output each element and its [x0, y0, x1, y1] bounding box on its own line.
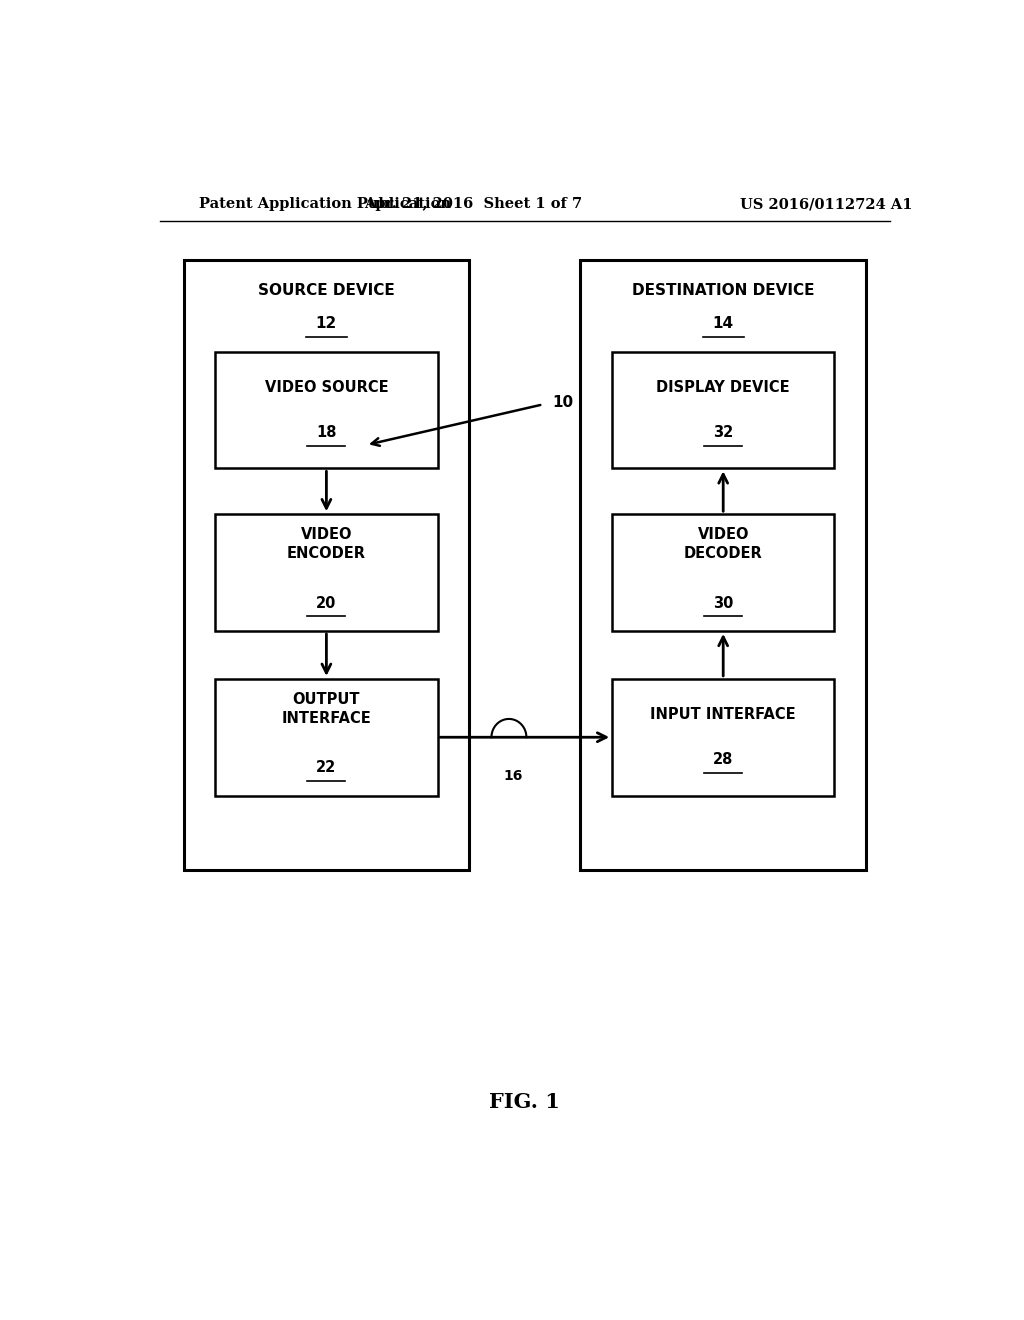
Text: 20: 20: [316, 595, 337, 611]
FancyBboxPatch shape: [215, 515, 437, 631]
Text: 18: 18: [316, 425, 337, 440]
Text: US 2016/0112724 A1: US 2016/0112724 A1: [740, 197, 912, 211]
Text: VIDEO
DECODER: VIDEO DECODER: [684, 527, 763, 561]
Text: 12: 12: [315, 315, 337, 330]
FancyBboxPatch shape: [215, 678, 437, 796]
Text: 28: 28: [713, 752, 733, 767]
FancyBboxPatch shape: [612, 678, 835, 796]
Text: VIDEO
ENCODER: VIDEO ENCODER: [287, 527, 366, 561]
FancyBboxPatch shape: [612, 351, 835, 469]
Text: 16: 16: [503, 768, 522, 783]
Text: INPUT INTERFACE: INPUT INTERFACE: [650, 708, 796, 722]
FancyBboxPatch shape: [612, 515, 835, 631]
Text: OUTPUT
INTERFACE: OUTPUT INTERFACE: [282, 692, 372, 726]
Text: 32: 32: [713, 425, 733, 440]
FancyBboxPatch shape: [183, 260, 469, 870]
Text: SOURCE DEVICE: SOURCE DEVICE: [258, 282, 395, 298]
Text: 22: 22: [316, 760, 337, 775]
Text: Apr. 21, 2016  Sheet 1 of 7: Apr. 21, 2016 Sheet 1 of 7: [365, 197, 583, 211]
FancyBboxPatch shape: [581, 260, 866, 870]
Text: Patent Application Publication: Patent Application Publication: [200, 197, 452, 211]
Text: 30: 30: [713, 595, 733, 611]
Text: VIDEO SOURCE: VIDEO SOURCE: [264, 380, 388, 395]
Text: DESTINATION DEVICE: DESTINATION DEVICE: [632, 282, 814, 298]
Text: FIG. 1: FIG. 1: [489, 1092, 560, 1111]
Text: 10: 10: [553, 395, 573, 409]
FancyBboxPatch shape: [215, 351, 437, 469]
Text: 14: 14: [713, 315, 734, 330]
Text: DISPLAY DEVICE: DISPLAY DEVICE: [656, 380, 790, 395]
